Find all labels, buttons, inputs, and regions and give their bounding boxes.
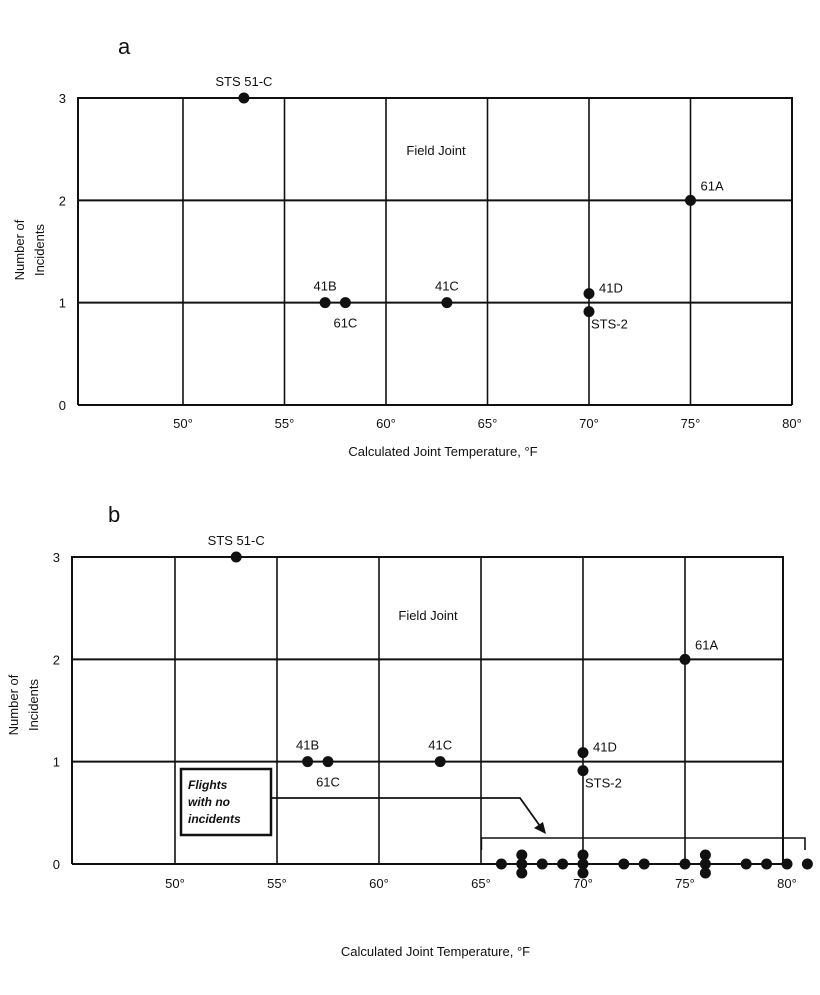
data-point-label: 61C (333, 316, 357, 331)
x-tick-label: 75° (675, 876, 695, 891)
panel-b: b 50° 55° 60° 65° 70° 75° 80° 0 1 2 3 Calculated Joi… (6, 502, 813, 959)
x-tick-label: 55° (275, 416, 295, 431)
y-tick-label: 3 (53, 550, 60, 565)
data-point-label: 41C (435, 279, 459, 294)
data-point (583, 288, 595, 300)
x-tick-label: 80° (782, 416, 802, 431)
panel-a: a 50° 55° 60° 65° 70° 75° 80° 0 1 2 3 Calculated Joi… (12, 34, 802, 459)
data-point-label: 41C (428, 738, 452, 753)
data-point (302, 756, 314, 768)
data-point (583, 306, 595, 318)
callout-text: incidents (188, 812, 241, 826)
data-point (801, 858, 813, 870)
y-axis-title: Number of (12, 219, 27, 280)
data-point (319, 297, 331, 309)
plot-frame (71, 556, 784, 864)
x-tick-label: 70° (579, 416, 599, 431)
data-point (339, 297, 351, 309)
callout-box (179, 767, 273, 837)
data-point (557, 858, 569, 870)
data-point (577, 849, 589, 861)
y-axis-title: Incidents (26, 678, 41, 731)
data-point (685, 194, 696, 206)
x-tick-label: 65° (471, 876, 491, 891)
x-axis-title: Calculated Joint Temperature, °F (341, 944, 530, 959)
data-point-label: STS 51-C (208, 533, 265, 548)
panel-label: b (108, 502, 120, 527)
x-tick-label: 70° (573, 876, 593, 891)
field-joint-annotation: Field Joint (398, 608, 458, 623)
data-point (536, 858, 548, 870)
y-tick-label: 0 (59, 398, 66, 413)
data-point-label: STS-2 (591, 317, 628, 332)
x-tick-label: 75° (681, 416, 701, 431)
y-tick-label: 2 (53, 652, 60, 667)
data-point-label: 61A (701, 178, 724, 193)
x-tick-label: 50° (173, 416, 193, 431)
x-tick-label: 60° (369, 876, 389, 891)
x-tick-label: 60° (376, 416, 396, 431)
data-point-label: 41D (593, 740, 617, 755)
panel-label: a (118, 34, 131, 59)
callout-text: with no (188, 795, 230, 809)
data-point (699, 849, 711, 861)
data-point (699, 858, 711, 870)
data-point-label: 61A (695, 637, 718, 652)
data-point (434, 756, 446, 768)
data-point-label: 61C (316, 775, 340, 790)
data-point (699, 867, 711, 879)
y-axis-title: Incidents (32, 223, 47, 276)
data-point (238, 92, 250, 104)
data-point (577, 867, 589, 879)
y-tick-label: 1 (59, 296, 66, 311)
data-point (516, 867, 528, 879)
data-point (322, 756, 334, 768)
data-point-label: 41B (314, 279, 337, 294)
data-point (740, 858, 752, 870)
x-tick-label: 80° (777, 876, 797, 891)
callout-text: Flights (188, 778, 228, 792)
x-axis-title: Calculated Joint Temperature, °F (348, 444, 537, 459)
data-point-label: STS 51-C (215, 74, 272, 89)
data-point (781, 858, 793, 870)
x-tick-label: 65° (478, 416, 498, 431)
y-tick-label: 2 (59, 193, 66, 208)
data-point (577, 747, 589, 759)
data-point (618, 858, 630, 870)
y-tick-label: 3 (59, 91, 66, 106)
data-point (516, 849, 528, 861)
y-axis-title: Number of (6, 674, 21, 735)
data-point (761, 858, 773, 870)
data-point (638, 858, 650, 870)
data-point (441, 297, 453, 309)
x-tick-label: 50° (165, 876, 185, 891)
data-point (679, 858, 691, 870)
data-point (516, 858, 528, 870)
y-tick-label: 1 (53, 755, 60, 770)
data-point (230, 551, 242, 563)
field-joint-annotation: Field Joint (406, 143, 466, 158)
data-point-label: 41B (296, 738, 319, 753)
y-tick-label: 0 (53, 857, 60, 872)
data-point (495, 858, 507, 870)
callout-arrowhead (534, 822, 546, 834)
data-point (679, 653, 691, 665)
data-point-label: 41D (599, 281, 623, 296)
x-tick-label: 55° (267, 876, 287, 891)
data-point-label: STS-2 (585, 776, 622, 791)
data-point (577, 765, 589, 777)
no-incident-bracket (480, 837, 806, 850)
data-point (577, 858, 589, 870)
callout-arrow (271, 797, 541, 827)
